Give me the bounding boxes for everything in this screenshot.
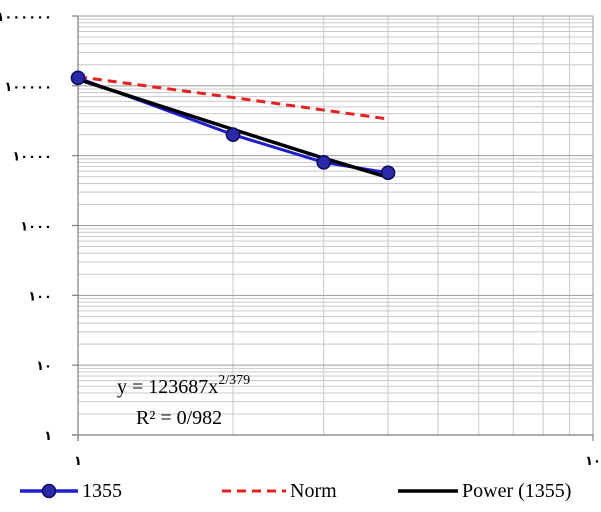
series-marker-1355 bbox=[316, 155, 331, 170]
x-tick-label: ۱ bbox=[74, 454, 82, 469]
y-tick-label: ۱ bbox=[44, 429, 52, 444]
trendline-equation: y = 123687x2/379 bbox=[117, 373, 250, 398]
series-marker-1355 bbox=[70, 70, 86, 86]
legend-marker bbox=[41, 483, 57, 499]
series-line-power-1355 bbox=[77, 77, 389, 179]
series-marker-1355 bbox=[225, 127, 241, 142]
legend: 1355 Norm Power (1355) bbox=[20, 480, 571, 502]
legend-label: 1355 bbox=[82, 480, 122, 502]
axes bbox=[72, 15, 594, 441]
x-tick-labels: ۱ ۱۰ bbox=[74, 454, 601, 469]
r-squared: R² = 0/982 bbox=[136, 407, 222, 429]
y-tick-label: ۱۰۰۰۰۰ bbox=[4, 80, 52, 95]
series-line-norm bbox=[77, 75, 389, 121]
equation-exponent: 2/379 bbox=[218, 373, 250, 388]
legend-label: Power (1355) bbox=[462, 480, 571, 502]
y-tick-label: ۱۰۰۰۰۰۰ bbox=[0, 10, 52, 25]
y-tick-labels: ۱ ۱۰ ۱۰۰ ۱۰۰۰ ۱۰۰۰۰ ۱۰۰۰۰۰ ۱۰۰۰۰۰۰ bbox=[0, 10, 52, 444]
series-marker-1355 bbox=[380, 165, 396, 180]
series-layer bbox=[70, 70, 396, 180]
y-tick-label: ۱۰۰۰ bbox=[20, 220, 52, 235]
legend-label: Norm bbox=[290, 480, 337, 502]
y-tick-label: ۱۰۰ bbox=[28, 289, 52, 304]
x-tick-label: ۱۰ bbox=[585, 454, 601, 469]
y-tick-label: ۱۰ bbox=[36, 359, 52, 374]
y-tick-label: ۱۰۰۰۰ bbox=[12, 150, 52, 165]
